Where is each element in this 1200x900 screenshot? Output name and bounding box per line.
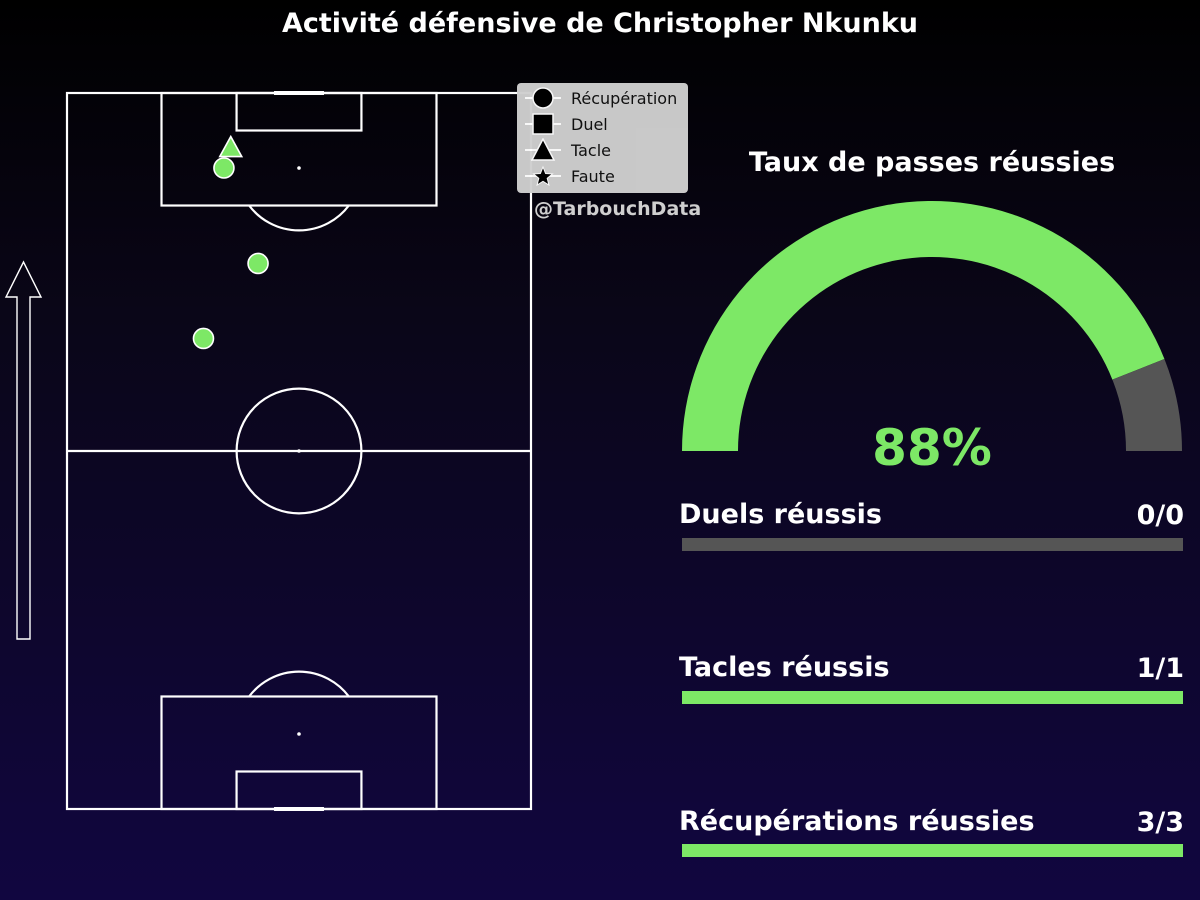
stat-bar-tacles — [682, 691, 1183, 704]
triangle-marker-icon — [525, 137, 561, 162]
top-penalty-area — [160, 91, 438, 207]
square-marker-icon — [525, 112, 561, 136]
legend-item-recuperation: Récupération — [525, 86, 677, 110]
stat-label-duels: Duels réussis — [679, 499, 882, 530]
bottom-penalty-arc — [248, 670, 350, 698]
stat-value-tacles: 1/1 — [1136, 653, 1184, 684]
chart-title: Activité défensive de Christopher Nkunku — [281, 8, 919, 39]
legend-label: Duel — [571, 114, 608, 134]
bottom-goal-area — [235, 770, 363, 811]
legend-label: Faute — [571, 166, 615, 186]
stat-bar-fill — [682, 844, 1183, 857]
stat-bar-recuperations — [682, 844, 1183, 857]
bottom-penalty-area — [160, 695, 438, 811]
star-marker-icon — [525, 164, 561, 188]
legend: Récupération Duel Tacle Faute — [517, 83, 688, 193]
bottom-penalty-spot — [297, 732, 301, 736]
stat-label-recuperations: Récupérations réussies — [679, 806, 1035, 837]
gauge-title: Taux de passes réussies — [748, 147, 1116, 178]
stat-bar-fill — [682, 691, 1183, 704]
stat-label-tacles: Tacles réussis — [679, 652, 890, 683]
centre-spot — [297, 449, 301, 453]
legend-item-tacle: Tacle — [525, 137, 612, 162]
recuperation-marker — [213, 157, 235, 179]
top-penalty-arc — [248, 204, 350, 232]
recuperation-marker — [247, 252, 269, 275]
stat-value-duels: 0/0 — [1136, 500, 1184, 531]
top-penalty-spot — [297, 166, 301, 170]
legend-label: Récupération — [571, 88, 678, 108]
top-goal-area — [235, 91, 363, 132]
recuperation-marker — [192, 327, 215, 350]
stat-value-recuperations: 3/3 — [1136, 807, 1184, 838]
stat-bar-duels — [682, 538, 1183, 551]
gauge-percentage: 88% — [872, 419, 992, 477]
tacle-marker — [218, 134, 244, 158]
credit-text: @TarbouchData — [534, 198, 702, 220]
circle-marker-icon — [525, 86, 561, 110]
legend-item-duel: Duel — [525, 112, 608, 136]
attack-direction-arrow-icon — [4, 260, 43, 640]
legend-item-faute: Faute — [525, 164, 615, 188]
legend-label: Tacle — [571, 140, 612, 160]
centre-circle — [235, 387, 363, 515]
